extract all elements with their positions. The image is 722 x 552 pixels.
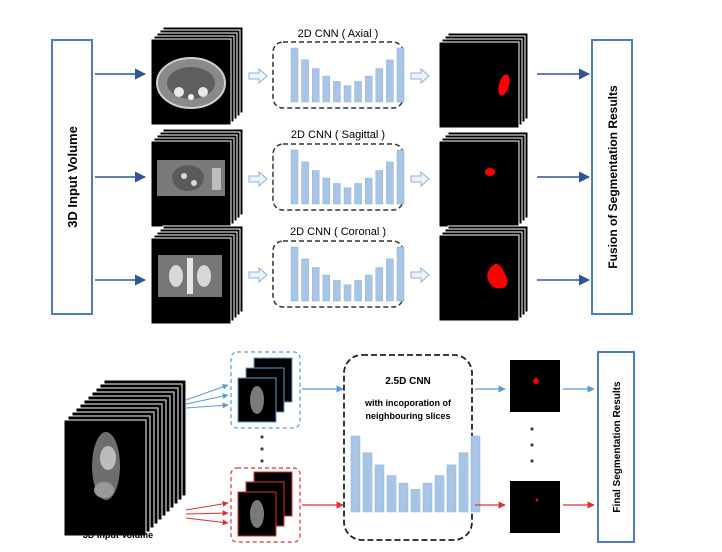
- cnn-layer-bar: [364, 177, 373, 205]
- blue-result-slice: [510, 360, 560, 412]
- cnn-layer-bar: [311, 267, 320, 302]
- fusion-label: Fusion of Segmentation Results: [606, 85, 620, 269]
- bottom-input-label: 3D Input Volume: [83, 530, 153, 540]
- cnn-2-5d-subtitle-line1: with incoporation of: [364, 398, 452, 408]
- ellipsis-dot: [260, 435, 264, 439]
- cnn-2-5d-subtitle-line2: neighbouring slices: [365, 411, 450, 421]
- ellipsis-dot: [530, 443, 534, 447]
- red-arrow: [185, 500, 229, 511]
- ellipsis-dot: [530, 459, 534, 463]
- input-volume-box: [51, 39, 93, 315]
- cnn-layer-bar: [422, 482, 433, 513]
- cnn-layer-bar: [343, 85, 352, 103]
- blue-arrow: [185, 402, 229, 409]
- cnn-layer-bar: [396, 47, 405, 103]
- cnn-2-5d-title: 2.5D CNN: [385, 376, 431, 387]
- sagittal-slice-stack: [150, 128, 244, 228]
- cnn-layer-bar: [301, 258, 309, 302]
- cnn-bars: [290, 149, 405, 205]
- hollow-arrow: [410, 170, 430, 188]
- cnn-layer-bar: [458, 452, 469, 513]
- cnn-layer-bar: [290, 246, 299, 302]
- cnn-layer-bar: [333, 81, 341, 103]
- cnn-layer-bar: [470, 435, 481, 513]
- cnn-layer-bar: [362, 452, 373, 513]
- blue-arrow: [185, 393, 229, 405]
- cnn-label: 2D CNN ( Axial ): [298, 28, 379, 40]
- cnn-layer-bar: [386, 161, 394, 205]
- cnn-layer-bar: [301, 161, 309, 205]
- blue-arrow: [185, 383, 229, 401]
- hollow-arrow: [248, 170, 268, 188]
- segmentation-mask: [487, 263, 508, 289]
- segmentation-mask: [485, 168, 495, 176]
- segmentation-mask: [533, 378, 539, 384]
- hollow-arrow: [410, 67, 430, 85]
- final-results-label: Final Segmentation Results: [612, 381, 623, 513]
- red-arrow: [185, 510, 229, 517]
- cnn-layer-bar: [322, 75, 331, 103]
- axial-slice-stack: [150, 26, 244, 126]
- cnn-bars: [290, 246, 405, 302]
- cnn-layer-bar: [333, 183, 341, 205]
- cnn-layer-bar: [386, 258, 394, 302]
- cnn-layer-bar: [386, 475, 397, 513]
- red-result-slice: [510, 481, 560, 533]
- output-slice-stack: [438, 32, 529, 129]
- cnn-layer-bar: [374, 464, 385, 513]
- cnn-layer-bar: [446, 464, 457, 513]
- cnn-layer-bar: [350, 435, 361, 513]
- cnn-layer-bar: [396, 149, 405, 205]
- cnn-layer-bar: [375, 68, 384, 103]
- cnn-layer-bar: [386, 59, 394, 103]
- hollow-arrow: [248, 266, 268, 284]
- input-volume-label: 3D Input Volume: [65, 126, 80, 228]
- hollow-arrow: [248, 67, 268, 85]
- cnn-layer-bar: [396, 246, 405, 302]
- output-slice-stack: [438, 131, 529, 228]
- cnn-layer-bar: [311, 170, 320, 205]
- cnn-2-5d-bars: [350, 435, 481, 513]
- cnn-layer-bar: [410, 488, 421, 513]
- cnn-layer-bar: [375, 267, 384, 302]
- bottom-input-volume-stack: [63, 379, 187, 537]
- cnn-layer-bar: [322, 177, 331, 205]
- cnn-layer-bar: [343, 284, 352, 302]
- segmentation-mask: [535, 498, 539, 502]
- ellipsis-dot: [260, 447, 264, 451]
- cnn-layer-bar: [343, 187, 352, 205]
- cnn-layer-bar: [290, 47, 299, 103]
- cnn-layer-bar: [398, 482, 409, 513]
- coronal-slice-stack: [150, 225, 244, 325]
- fusion-box: [591, 39, 633, 315]
- cnn-layer-bar: [364, 274, 373, 302]
- cnn-layer-bar: [333, 280, 341, 302]
- row-coronal: 2D CNN ( Coronal ): [95, 225, 591, 325]
- segmentation-mask: [498, 74, 510, 96]
- cnn-layer-bar: [364, 75, 373, 103]
- red-group-slices: [237, 471, 293, 537]
- cnn-label: 2D CNN ( Coronal ): [290, 226, 386, 238]
- cnn-bars: [290, 47, 405, 103]
- output-slice-stack: [438, 225, 529, 322]
- cnn-layer-bar: [354, 183, 362, 205]
- cnn-layer-bar: [375, 170, 384, 205]
- cnn-layer-bar: [354, 280, 362, 302]
- cnn-layer-bar: [290, 149, 299, 205]
- blue-group-slices: [237, 357, 293, 423]
- hollow-arrow: [410, 266, 430, 284]
- ellipsis-dot: [530, 427, 534, 431]
- final-results-box: [597, 351, 635, 543]
- cnn-layer-bar: [301, 59, 309, 103]
- cnn-label: 2D CNN ( Sagittal ): [291, 129, 385, 141]
- red-arrow: [185, 517, 229, 526]
- cnn-layer-bar: [354, 81, 362, 103]
- ellipsis-dot: [260, 459, 264, 463]
- cnn-layer-bar: [322, 274, 331, 302]
- cnn-layer-bar: [434, 475, 445, 513]
- row-axial: 2D CNN ( Axial ): [95, 26, 591, 129]
- row-sagittal: 2D CNN ( Sagittal ): [95, 128, 591, 228]
- cnn-layer-bar: [311, 68, 320, 103]
